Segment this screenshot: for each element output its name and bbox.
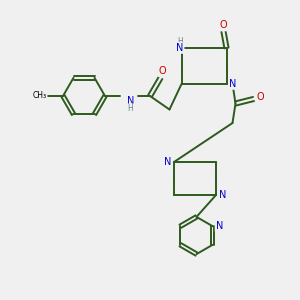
- Text: H: H: [128, 104, 134, 113]
- Text: CH₃: CH₃: [32, 92, 47, 100]
- Text: O: O: [219, 20, 227, 31]
- Text: N: N: [215, 221, 223, 231]
- Text: O: O: [256, 92, 264, 103]
- Text: H: H: [177, 37, 183, 46]
- Text: N: N: [230, 79, 237, 89]
- Text: N: N: [219, 190, 226, 200]
- Text: O: O: [159, 66, 167, 76]
- Text: N: N: [164, 157, 171, 167]
- Text: N: N: [127, 95, 134, 106]
- Text: N: N: [176, 43, 184, 53]
